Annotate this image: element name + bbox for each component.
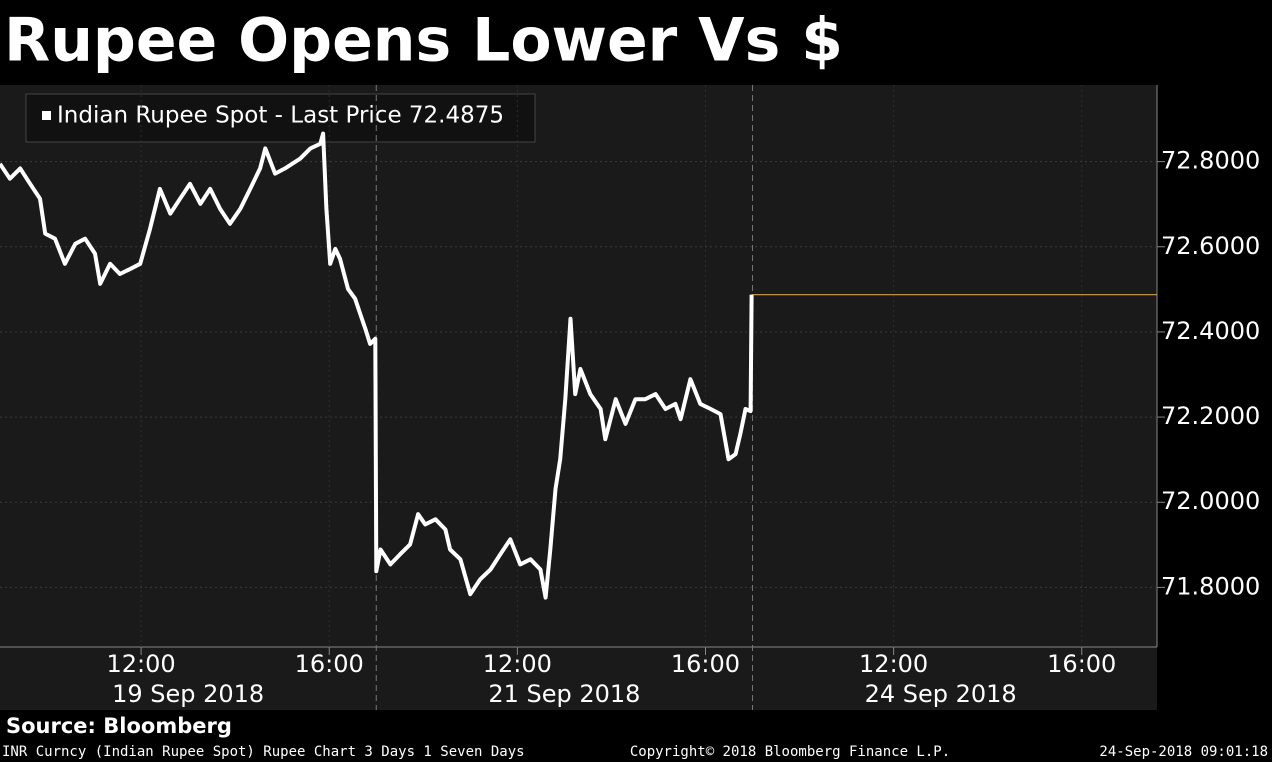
plot-area bbox=[0, 85, 1157, 710]
footer-right: 24-Sep-2018 09:01:18 bbox=[1099, 744, 1268, 760]
x-tick-label: 16:00 bbox=[1047, 650, 1116, 678]
x-tick-label: 12:00 bbox=[859, 650, 928, 678]
legend-box bbox=[25, 93, 536, 143]
series-line bbox=[0, 131, 754, 600]
y-tick-label: 72.2000 bbox=[1161, 402, 1260, 430]
footer-left: INR Curncy (Indian Rupee Spot) Rupee Cha… bbox=[2, 744, 525, 760]
y-tick-label: 72.0000 bbox=[1161, 487, 1260, 515]
legend-label: Indian Rupee Spot - Last Price 72.4875 bbox=[57, 103, 504, 129]
legend-swatch bbox=[42, 111, 51, 120]
y-tick-label: 72.6000 bbox=[1161, 232, 1260, 260]
footer-center: Copyright© 2018 Bloomberg Finance L.P. bbox=[630, 744, 950, 760]
date-label: 19 Sep 2018 bbox=[112, 680, 264, 708]
y-tick-label: 72.8000 bbox=[1161, 147, 1260, 175]
x-tick-label: 16:00 bbox=[671, 650, 740, 678]
x-tick-label: 12:00 bbox=[107, 650, 176, 678]
y-tick-label: 72.4000 bbox=[1161, 317, 1260, 345]
y-tick-label: 71.8000 bbox=[1161, 572, 1260, 600]
date-label: 24 Sep 2018 bbox=[865, 680, 1017, 708]
source: Source: Bloomberg bbox=[6, 714, 232, 738]
date-label: 21 Sep 2018 bbox=[488, 680, 640, 708]
x-tick-label: 12:00 bbox=[483, 650, 552, 678]
chart-title: Rupee Opens Lower Vs $ bbox=[4, 6, 843, 76]
x-tick-label: 16:00 bbox=[295, 650, 364, 678]
